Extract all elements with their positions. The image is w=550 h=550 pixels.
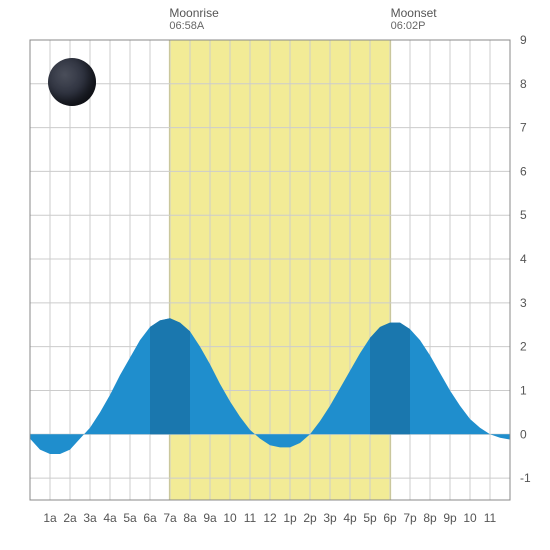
svg-text:10: 10: [463, 511, 477, 525]
svg-text:1: 1: [520, 383, 527, 397]
moon-phase-icon: [48, 58, 96, 106]
moonset-time: 06:02P: [391, 20, 437, 33]
svg-text:4p: 4p: [343, 511, 357, 525]
svg-text:5p: 5p: [363, 511, 377, 525]
svg-text:12: 12: [263, 511, 277, 525]
svg-text:-1: -1: [520, 471, 531, 485]
svg-text:2a: 2a: [63, 511, 77, 525]
svg-text:7p: 7p: [403, 511, 417, 525]
svg-text:6a: 6a: [143, 511, 157, 525]
svg-text:3p: 3p: [323, 511, 337, 525]
moonrise-title: Moonrise: [169, 6, 218, 20]
svg-text:3a: 3a: [83, 511, 97, 525]
svg-text:1a: 1a: [43, 511, 57, 525]
svg-text:5a: 5a: [123, 511, 137, 525]
svg-text:4a: 4a: [103, 511, 117, 525]
svg-text:10: 10: [223, 511, 237, 525]
svg-text:5: 5: [520, 208, 527, 222]
svg-text:1p: 1p: [283, 511, 297, 525]
tide-chart: Moonrise 06:58A Moonset 06:02P -10123456…: [0, 0, 550, 550]
svg-text:8: 8: [520, 77, 527, 91]
moonset-title: Moonset: [391, 6, 437, 20]
svg-text:4: 4: [520, 252, 527, 266]
svg-text:6: 6: [520, 164, 527, 178]
svg-text:7: 7: [520, 121, 527, 135]
moonset-label: Moonset 06:02P: [391, 6, 437, 34]
svg-text:9p: 9p: [443, 511, 457, 525]
svg-text:11: 11: [244, 511, 257, 525]
svg-text:6p: 6p: [383, 511, 397, 525]
svg-text:2: 2: [520, 340, 527, 354]
svg-text:11: 11: [484, 511, 497, 525]
svg-text:3: 3: [520, 296, 527, 310]
svg-text:7a: 7a: [163, 511, 177, 525]
svg-text:0: 0: [520, 427, 527, 441]
svg-text:8a: 8a: [183, 511, 197, 525]
svg-text:9: 9: [520, 33, 527, 47]
moonrise-time: 06:58A: [169, 20, 218, 33]
svg-text:2p: 2p: [303, 511, 317, 525]
moonrise-label: Moonrise 06:58A: [169, 6, 218, 34]
svg-text:8p: 8p: [423, 511, 437, 525]
svg-text:9a: 9a: [203, 511, 217, 525]
